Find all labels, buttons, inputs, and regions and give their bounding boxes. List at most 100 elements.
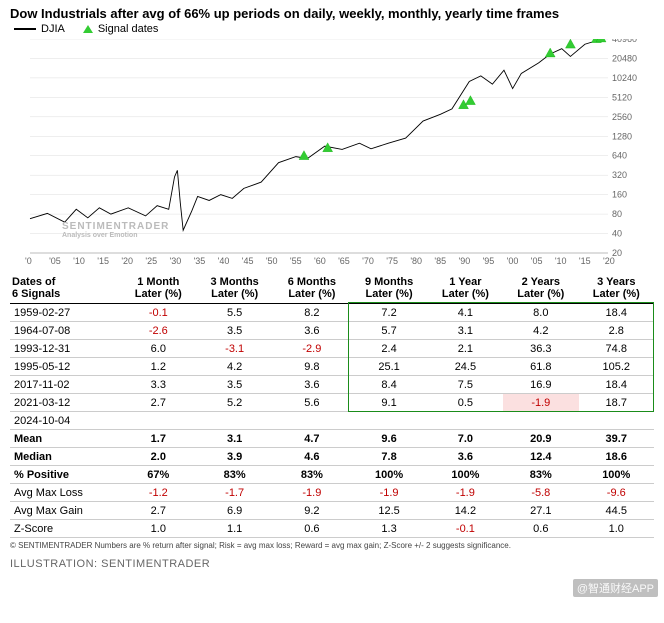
summary-value: 3.6 bbox=[428, 448, 503, 466]
value-cell: 5.6 bbox=[273, 394, 350, 412]
svg-text:'0: '0 bbox=[25, 256, 32, 266]
date-cell: 1959-02-27 bbox=[10, 304, 121, 322]
summary-value: 18.6 bbox=[579, 448, 654, 466]
value-cell bbox=[350, 412, 427, 430]
illustration-credit: ILLUSTRATION: SENTIMENTRADER bbox=[10, 558, 654, 570]
svg-text:'50: '50 bbox=[266, 256, 278, 266]
summary-value: 3.1 bbox=[196, 430, 273, 448]
date-cell: 1993-12-31 bbox=[10, 340, 121, 358]
col-header: 3 YearsLater (%) bbox=[579, 273, 654, 304]
line-icon bbox=[14, 28, 36, 30]
svg-text:40960: 40960 bbox=[612, 39, 637, 44]
value-cell: 18.7 bbox=[579, 394, 654, 412]
triangle-icon bbox=[83, 25, 93, 33]
summary-value: -1.7 bbox=[196, 484, 273, 502]
summary-value: 83% bbox=[273, 466, 350, 484]
table-row: 1995-05-121.24.29.825.124.561.8105.2 bbox=[10, 358, 654, 376]
summary-value: -1.9 bbox=[350, 484, 427, 502]
value-cell: 18.4 bbox=[579, 304, 654, 322]
svg-text:80: 80 bbox=[612, 209, 622, 219]
summary-value: 0.6 bbox=[503, 520, 578, 538]
chart-title: Dow Industrials after avg of 66% up peri… bbox=[10, 6, 654, 21]
value-cell: 2.4 bbox=[350, 340, 427, 358]
value-cell: -0.1 bbox=[121, 304, 196, 322]
legend: DJIA Signal dates bbox=[14, 23, 654, 35]
value-cell bbox=[273, 412, 350, 430]
summary-value: -0.1 bbox=[428, 520, 503, 538]
value-cell: 1.2 bbox=[121, 358, 196, 376]
summary-label: Avg Max Loss bbox=[10, 484, 121, 502]
summary-label: Z-Score bbox=[10, 520, 121, 538]
svg-text:'20: '20 bbox=[603, 256, 615, 266]
value-cell: 25.1 bbox=[350, 358, 427, 376]
svg-text:'80: '80 bbox=[410, 256, 422, 266]
summary-value: 100% bbox=[350, 466, 427, 484]
summary-value: 27.1 bbox=[503, 502, 578, 520]
summary-value: -1.9 bbox=[428, 484, 503, 502]
summary-value: 4.6 bbox=[273, 448, 350, 466]
value-cell: 36.3 bbox=[503, 340, 578, 358]
value-cell: 3.5 bbox=[196, 376, 273, 394]
value-cell: 4.2 bbox=[503, 322, 578, 340]
summary-value: 9.2 bbox=[273, 502, 350, 520]
value-cell: 3.6 bbox=[273, 322, 350, 340]
col-header: 3 MonthsLater (%) bbox=[196, 273, 273, 304]
summary-value: 6.9 bbox=[196, 502, 273, 520]
summary-value: 9.6 bbox=[350, 430, 427, 448]
summary-label: Avg Max Gain bbox=[10, 502, 121, 520]
svg-text:1280: 1280 bbox=[612, 131, 632, 141]
value-cell: 3.3 bbox=[121, 376, 196, 394]
summary-value: 39.7 bbox=[579, 430, 654, 448]
svg-text:'10: '10 bbox=[73, 256, 85, 266]
watermark: SENTIMENTRADER Analysis over Emotion bbox=[62, 221, 169, 239]
svg-text:'40: '40 bbox=[218, 256, 230, 266]
summary-value: 67% bbox=[121, 466, 196, 484]
svg-text:10240: 10240 bbox=[612, 73, 637, 83]
table-row: 2017-11-023.33.53.68.47.516.918.4 bbox=[10, 376, 654, 394]
summary-label: Mean bbox=[10, 430, 121, 448]
value-cell bbox=[121, 412, 196, 430]
date-cell: 1995-05-12 bbox=[10, 358, 121, 376]
table-row: 2021-03-122.75.25.69.10.5-1.918.7 bbox=[10, 394, 654, 412]
svg-text:'75: '75 bbox=[386, 256, 398, 266]
value-cell: -1.9 bbox=[503, 394, 578, 412]
summary-value: 20.9 bbox=[503, 430, 578, 448]
col-header: 2 YearsLater (%) bbox=[503, 273, 578, 304]
value-cell: 2.1 bbox=[428, 340, 503, 358]
summary-value: 12.5 bbox=[350, 502, 427, 520]
summary-value: -1.2 bbox=[121, 484, 196, 502]
value-cell: 18.4 bbox=[579, 376, 654, 394]
watermark-sub: Analysis over Emotion bbox=[62, 232, 169, 239]
summary-value: 2.7 bbox=[121, 502, 196, 520]
value-cell: 8.4 bbox=[350, 376, 427, 394]
svg-text:'15: '15 bbox=[579, 256, 591, 266]
summary-value: 1.0 bbox=[121, 520, 196, 538]
date-cell: 2021-03-12 bbox=[10, 394, 121, 412]
svg-text:'65: '65 bbox=[338, 256, 350, 266]
value-cell: 16.9 bbox=[503, 376, 578, 394]
summary-row: Mean1.73.14.79.67.020.939.7 bbox=[10, 430, 654, 448]
svg-text:'55: '55 bbox=[290, 256, 302, 266]
summary-value: 0.6 bbox=[273, 520, 350, 538]
svg-text:5120: 5120 bbox=[612, 92, 632, 102]
svg-text:40: 40 bbox=[612, 229, 622, 239]
summary-value: -9.6 bbox=[579, 484, 654, 502]
svg-text:'10: '10 bbox=[555, 256, 567, 266]
value-cell: 5.7 bbox=[350, 322, 427, 340]
value-cell: -2.6 bbox=[121, 322, 196, 340]
value-cell: 3.1 bbox=[428, 322, 503, 340]
summary-value: 100% bbox=[579, 466, 654, 484]
value-cell: 4.1 bbox=[428, 304, 503, 322]
svg-text:320: 320 bbox=[612, 170, 627, 180]
svg-text:'60: '60 bbox=[314, 256, 326, 266]
value-cell: 9.1 bbox=[350, 394, 427, 412]
value-cell: 8.2 bbox=[273, 304, 350, 322]
value-cell: 2.7 bbox=[121, 394, 196, 412]
col-header: 9 MonthsLater (%) bbox=[350, 273, 427, 304]
value-cell: 8.0 bbox=[503, 304, 578, 322]
table-row: 2024-10-04 bbox=[10, 412, 654, 430]
value-cell: -2.9 bbox=[273, 340, 350, 358]
svg-text:2560: 2560 bbox=[612, 112, 632, 122]
summary-row: Avg Max Gain2.76.99.212.514.227.144.5 bbox=[10, 502, 654, 520]
svg-text:'45: '45 bbox=[242, 256, 254, 266]
